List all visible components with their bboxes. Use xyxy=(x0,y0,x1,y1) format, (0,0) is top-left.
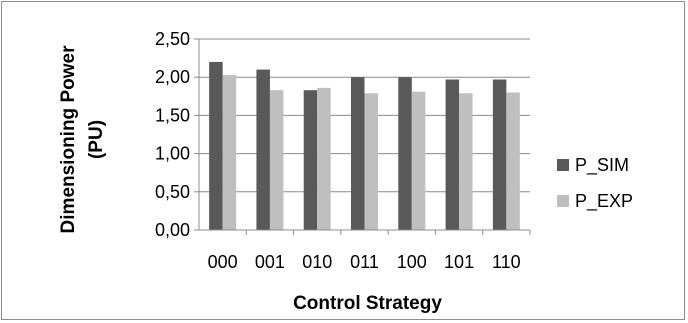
bar-p-exp-000 xyxy=(222,74,237,231)
bar-p-exp-100 xyxy=(411,91,426,230)
y-tick-label: 2,50 xyxy=(155,29,190,49)
y-axis-title-line-2: (PU) xyxy=(86,120,107,159)
y-tick-label: 2,00 xyxy=(155,67,190,87)
legend-label-p-exp: P_EXP xyxy=(575,191,633,212)
x-tick-label: 010 xyxy=(302,252,332,272)
bar-p-exp-110 xyxy=(506,92,520,230)
legend-swatch-p-sim xyxy=(557,159,569,171)
bar-p-sim-110 xyxy=(492,79,507,230)
y-tick-label: 1,00 xyxy=(155,144,190,164)
legend-label-p-sim: P_SIM xyxy=(575,155,629,176)
x-tick-label: 000 xyxy=(208,252,238,272)
legend: P_SIM P_EXP xyxy=(557,155,633,212)
bar-p-sim-101 xyxy=(445,79,460,230)
y-tick-label: 1,50 xyxy=(155,105,190,125)
x-tick-label: 001 xyxy=(255,252,285,272)
y-tick-label: 0,50 xyxy=(155,182,190,202)
bar-p-exp-001 xyxy=(269,90,284,230)
legend-swatch-p-exp xyxy=(557,195,569,207)
bars xyxy=(209,61,520,231)
bar-p-exp-010 xyxy=(317,87,331,231)
y-axis-title-line-1: Dimensioning Power xyxy=(58,45,79,234)
x-tick-label: 110 xyxy=(492,252,521,272)
bar-p-sim-100 xyxy=(398,77,412,230)
x-axis-title: Control Strategy xyxy=(293,293,442,314)
x-tick-label: 101 xyxy=(444,252,474,272)
bar-p-sim-010 xyxy=(303,90,318,230)
x-axis-tick-labels: 000 001 010 011 100 101 110 xyxy=(208,230,531,272)
bar-p-sim-000 xyxy=(209,61,223,230)
bar-p-sim-011 xyxy=(351,77,365,230)
x-tick-label: 100 xyxy=(397,252,427,272)
y-axis-title: Dimensioning Power (PU) xyxy=(58,45,107,234)
bar-p-exp-011 xyxy=(364,93,378,230)
x-tick-label: 011 xyxy=(350,252,379,272)
y-axis-tick-labels: 0,00 0,50 1,00 1,50 2,00 2,50 xyxy=(155,29,199,240)
y-tick-label: 0,00 xyxy=(155,220,190,240)
bar-p-exp-101 xyxy=(459,93,473,230)
bar-p-sim-001 xyxy=(256,69,270,230)
